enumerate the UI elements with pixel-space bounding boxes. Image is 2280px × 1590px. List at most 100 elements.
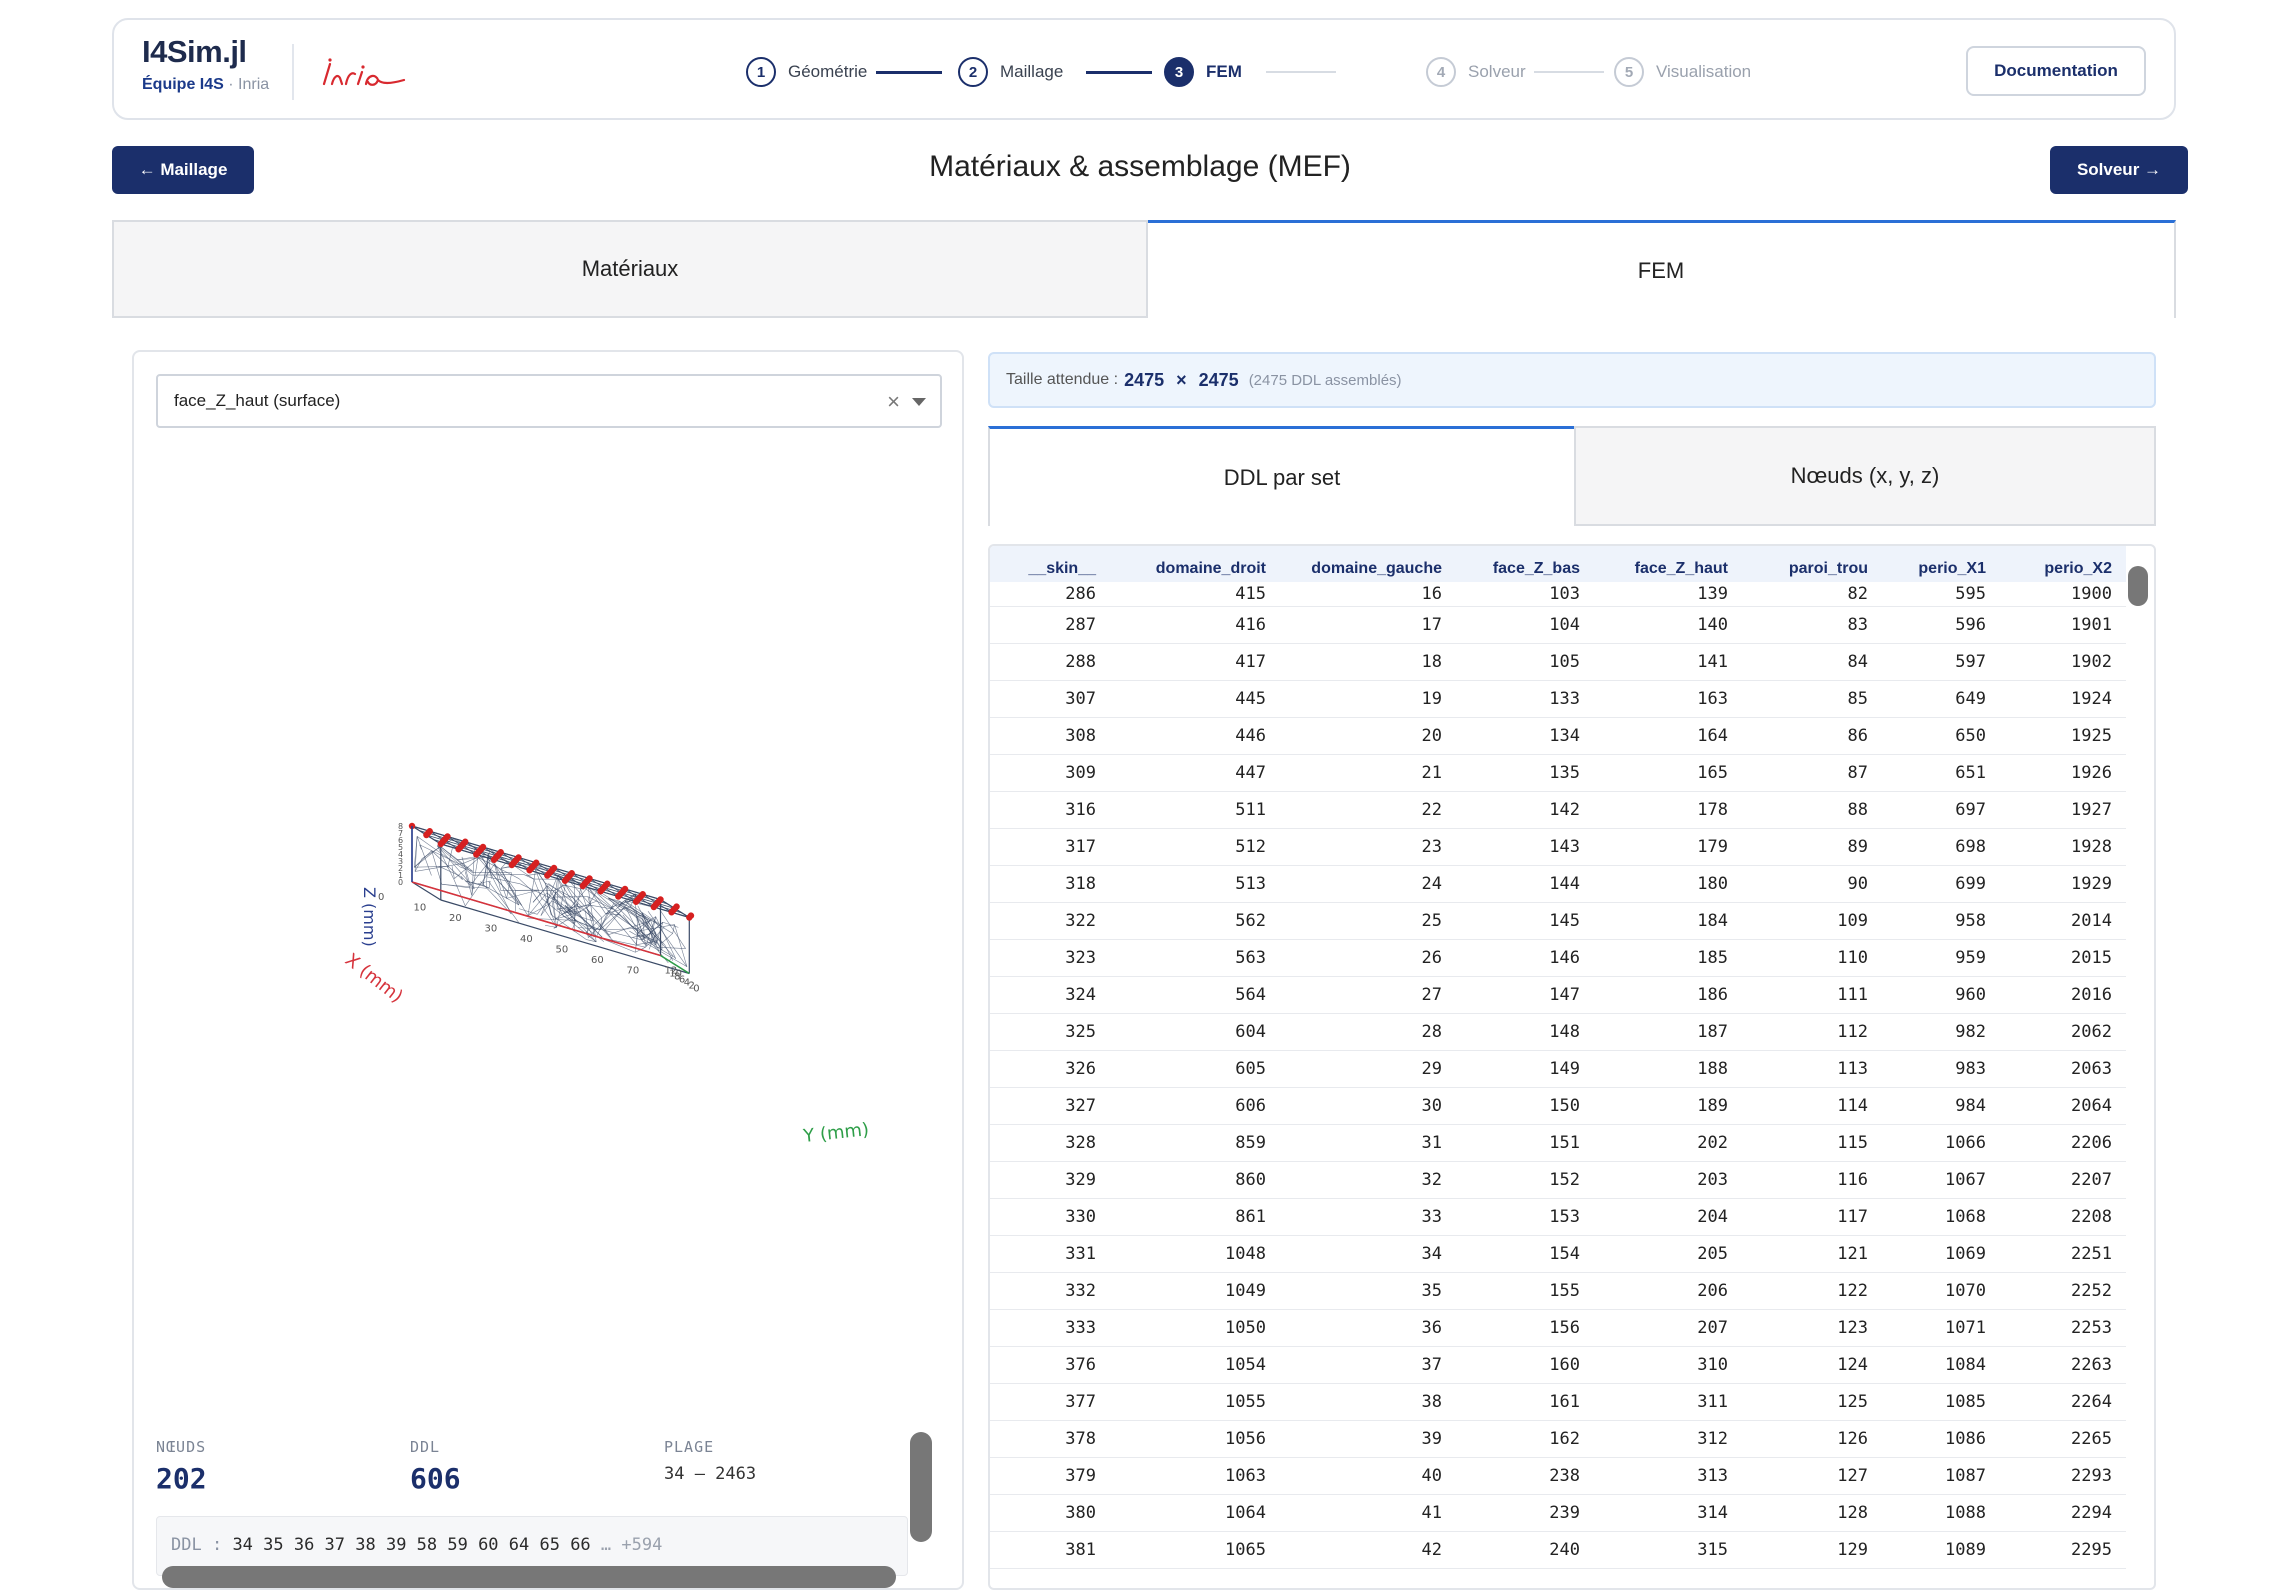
table-cell: 310	[1594, 1346, 1742, 1383]
step-solveur[interactable]: 4 Solveur	[1426, 56, 1526, 88]
table-cell: 323	[990, 939, 1110, 976]
step-connector	[1534, 71, 1604, 73]
table-cell: 597	[1882, 643, 2000, 680]
table-cell: 415	[1110, 582, 1280, 606]
table-cell: 24	[1280, 865, 1456, 902]
stat-ddl: DDL 606	[410, 1438, 461, 1495]
column-header-domaine-droit[interactable]: domaine_droit	[1110, 546, 1280, 582]
table-cell: 150	[1456, 1087, 1594, 1124]
set-select[interactable]: face_Z_haut (surface) ×	[156, 374, 942, 428]
table-cell: 313	[1594, 1457, 1742, 1494]
vertical-scrollbar[interactable]	[910, 1432, 932, 1542]
table-cell: 1064	[1110, 1494, 1280, 1531]
table-cell: 1069	[1882, 1235, 2000, 1272]
mesh-edge	[528, 903, 550, 916]
column-header-perio-X2[interactable]: perio_X2	[2000, 546, 2126, 582]
table-cell: 179	[1594, 828, 1742, 865]
vertical-scrollbar[interactable]	[2128, 566, 2148, 606]
tab-ddl-par-set[interactable]: DDL par set	[988, 426, 1574, 526]
table-cell: 1928	[2000, 828, 2126, 865]
column-header-face-Z-bas[interactable]: face_Z_bas	[1456, 546, 1594, 582]
mesh-edge	[519, 879, 532, 891]
table-cell: 149	[1456, 1050, 1594, 1087]
step-visualisation[interactable]: 5 Visualisation	[1614, 56, 1751, 88]
table-cell: 2206	[2000, 1124, 2126, 1161]
highlighted-node	[640, 891, 646, 897]
table-cell: 562	[1110, 902, 1280, 939]
table-cell: 1054	[1110, 1346, 1280, 1383]
table-cell: 104	[1456, 606, 1594, 643]
ddl-list-ellipsis: …	[601, 1535, 611, 1555]
table-cell: 325	[990, 1013, 1110, 1050]
next-solveur-button[interactable]: Solveur →	[2050, 146, 2188, 194]
chevron-down-icon[interactable]	[912, 398, 926, 406]
table-cell: 142	[1456, 791, 1594, 828]
table-cell: 1929	[2000, 865, 2126, 902]
team-name: Équipe I4S	[142, 76, 224, 93]
table-cell: 32	[1280, 1161, 1456, 1198]
tab-materiaux[interactable]: Matériaux	[112, 220, 1148, 318]
step-fem[interactable]: 3 FEM	[1164, 56, 1242, 88]
sub-tabs: DDL par set Nœuds (x, y, z)	[988, 426, 2156, 526]
table-cell: 512	[1110, 828, 1280, 865]
step-connector	[1086, 71, 1152, 74]
table-cell: 2294	[2000, 1494, 2126, 1531]
table-cell: 40	[1280, 1457, 1456, 1494]
mesh-edge	[417, 836, 431, 875]
table-cell: 1089	[1882, 1531, 2000, 1568]
step-label: FEM	[1206, 62, 1242, 82]
step-maillage[interactable]: 2 Maillage	[958, 56, 1063, 88]
table-cell: 2208	[2000, 1198, 2126, 1235]
table-cell: 1068	[1882, 1198, 2000, 1235]
table-cell: 115	[1742, 1124, 1882, 1161]
table-cell: 86	[1742, 717, 1882, 754]
table-cell: 37	[1280, 1346, 1456, 1383]
table-cell: 2207	[2000, 1161, 2126, 1198]
clear-icon[interactable]: ×	[887, 389, 900, 415]
column-header-perio-X1[interactable]: perio_X1	[1882, 546, 2000, 582]
table-cell: 83	[1742, 606, 1882, 643]
inria-logo-mark	[318, 54, 408, 94]
column-header-paroi-trou[interactable]: paroi_trou	[1742, 546, 1882, 582]
tab-noeuds[interactable]: Nœuds (x, y, z)	[1574, 426, 2156, 526]
table-cell: 129	[1742, 1531, 1882, 1568]
step-label: Visualisation	[1656, 62, 1751, 82]
table-cell: 1088	[1882, 1494, 2000, 1531]
step-geometrie[interactable]: 1 Géométrie	[746, 56, 867, 88]
app-title: I4Sim.jl	[142, 34, 269, 70]
table-cell: 207	[1594, 1309, 1742, 1346]
step-number: 4	[1426, 57, 1456, 87]
table-cell: 34	[1280, 1235, 1456, 1272]
highlighted-node	[586, 875, 592, 881]
column-header-domaine-gauche[interactable]: domaine_gauche	[1280, 546, 1456, 582]
table-cell: 185	[1594, 939, 1742, 976]
table-cell: 959	[1882, 939, 2000, 976]
table-cell: 105	[1456, 643, 1594, 680]
mesh-edge	[415, 858, 422, 871]
table-cell: 123	[1742, 1309, 1882, 1346]
documentation-button[interactable]: Documentation	[1966, 46, 2146, 96]
table-cell: 89	[1742, 828, 1882, 865]
table-cell: 416	[1110, 606, 1280, 643]
highlighted-node	[604, 881, 610, 887]
size-rows: 2475	[1124, 370, 1164, 391]
table-cell: 126	[1742, 1420, 1882, 1457]
org-name: · Inria	[228, 76, 269, 93]
table-cell: 125	[1742, 1383, 1882, 1420]
column-header-skin[interactable]: __skin__	[990, 546, 1110, 582]
table-cell: 1085	[1882, 1383, 2000, 1420]
column-header-face-Z-haut[interactable]: face_Z_haut	[1594, 546, 1742, 582]
table-cell: 1902	[2000, 643, 2126, 680]
tab-fem[interactable]: FEM	[1148, 220, 2176, 318]
horizontal-scrollbar[interactable]	[162, 1566, 896, 1588]
table-cell: 1087	[1882, 1457, 2000, 1494]
table-cell: 378	[990, 1420, 1110, 1457]
